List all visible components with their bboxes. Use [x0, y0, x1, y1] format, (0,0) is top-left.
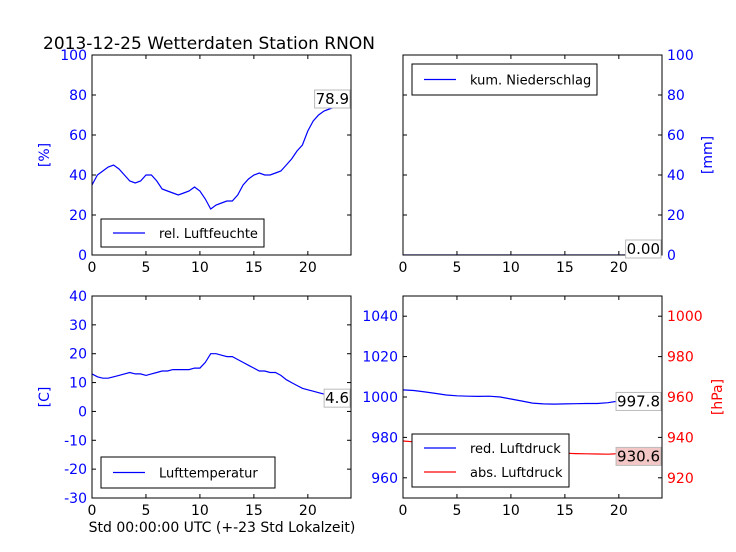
x-tick-label: 10	[191, 503, 209, 519]
panel-pressure: 0 5 10 15 20 960 980 1000 1020 1040 920 940 960 980 10…	[362, 295, 726, 519]
end-value-label: 0.00	[627, 240, 660, 258]
y-tick-label: -10	[64, 433, 87, 449]
x-tick-label: 15	[556, 260, 574, 276]
panel-precip: 0 5 10 15 20 0 20 40 60 80 100 [mm] 0.00 kum. Nieders…	[399, 48, 716, 276]
legend-box	[411, 433, 570, 488]
x-tick-label: 20	[610, 260, 628, 276]
x-tick-label: 0	[88, 260, 97, 276]
end-value-box	[615, 391, 662, 411]
plot-frame	[402, 54, 663, 256]
y-axis-label: [C]	[37, 387, 53, 408]
x-tick-label: 15	[556, 503, 574, 519]
plot-frame	[91, 54, 352, 256]
y-tick-label: 0	[667, 248, 676, 264]
plot-frame	[91, 295, 352, 499]
y-tick-label: 0	[78, 248, 87, 264]
y-tick-label: -30	[64, 491, 87, 507]
y-tick-label: 40	[69, 168, 87, 184]
x-tick-label: 0	[399, 503, 408, 519]
end-value-box-2	[615, 446, 662, 466]
y-tick-label-left: 1000	[362, 390, 398, 406]
x-tick-label: 15	[245, 503, 263, 519]
y-tick-label: 0	[78, 404, 87, 420]
y-tick-label-left: 960	[371, 471, 398, 487]
y-tick-label-left: 1040	[362, 309, 398, 325]
y-tick-label: 20	[69, 208, 87, 224]
x-tick-label: 10	[502, 260, 520, 276]
y-tick-label: -20	[64, 462, 87, 478]
y-tick-label: 100	[60, 48, 87, 64]
y-tick-label: 30	[69, 318, 87, 334]
figure-xlabel: Std 00:00:00 UTC (+-23 Std Lokalzeit)	[89, 520, 356, 536]
y-tick-label-right: 1000	[667, 309, 703, 325]
figure-title: 2013-12-25 Wetterdaten Station RNON	[43, 34, 375, 54]
x-tick-label: 0	[399, 260, 408, 276]
y-tick-label: 80	[667, 88, 685, 104]
legend-label: rel. Luftfeuchte	[159, 227, 258, 242]
x-tick-label: 10	[502, 503, 520, 519]
y-tick-label: 40	[667, 168, 685, 184]
x-tick-label: 20	[299, 503, 317, 519]
legend: rel. Luftfeuchte	[100, 218, 265, 248]
end-value-label-2: 930.6	[617, 447, 660, 465]
end-value-box	[314, 89, 351, 109]
legend: kum. Niederschlag	[411, 63, 598, 96]
x-tick-label: 5	[141, 503, 150, 519]
y-tick-label-right: 980	[667, 350, 694, 366]
x-tick-label: 5	[141, 260, 150, 276]
y-axis-label: [hPa]	[710, 379, 726, 415]
series-line	[92, 353, 351, 399]
end-value-box	[625, 239, 662, 259]
legend: Lufttemperatur	[100, 456, 276, 489]
y-tick-label: 60	[69, 128, 87, 144]
y-tick-label: 80	[69, 88, 87, 104]
y-tick-label: 10	[69, 376, 87, 392]
plot-frame	[402, 295, 663, 499]
x-tick-label: 0	[88, 503, 97, 519]
y-tick-label-right: 920	[667, 471, 694, 487]
legend-label: abs. Luftdruck	[470, 466, 563, 481]
x-tick-label: 5	[452, 503, 461, 519]
panel-humidity: 0 5 10 15 20 0 20 40 60 80 100 [%] 78.9 rel. Luftfeuc…	[37, 48, 352, 276]
y-tick-label-right: 960	[667, 390, 694, 406]
series-line	[92, 94, 351, 210]
y-tick-label: 20	[667, 208, 685, 224]
end-value-label: 4.6	[325, 389, 349, 407]
y-tick-label-left: 980	[371, 430, 398, 446]
y-tick-label: 100	[667, 48, 694, 64]
y-tick-label-left: 1020	[362, 350, 398, 366]
x-tick-label: 5	[452, 260, 461, 276]
end-value-label: 78.9	[316, 90, 349, 108]
y-tick-label: 40	[69, 289, 87, 305]
x-tick-label: 15	[245, 260, 263, 276]
y-axis-label: [mm]	[700, 136, 716, 174]
legend-label: kum. Niederschlag	[470, 74, 591, 89]
panel-temperature: 0 5 10 15 20 -30 -20 -10 0 10 20 30 40 [C] 4.6 Lufttemp…	[37, 289, 352, 519]
y-tick-label: 60	[667, 128, 685, 144]
x-tick-label: 20	[299, 260, 317, 276]
legend-label: Lufttemperatur	[159, 467, 258, 482]
legend-label: red. Luftdruck	[470, 442, 561, 457]
legend: red. Luftdruck abs. Luftdruck	[411, 433, 570, 488]
y-axis-label: [%]	[37, 143, 53, 167]
y-tick-label: 20	[69, 347, 87, 363]
end-value-box	[323, 388, 351, 408]
end-value-label: 997.8	[617, 392, 660, 410]
x-tick-label: 10	[191, 260, 209, 276]
y-tick-label-right: 940	[667, 430, 694, 446]
x-tick-label: 20	[610, 503, 628, 519]
